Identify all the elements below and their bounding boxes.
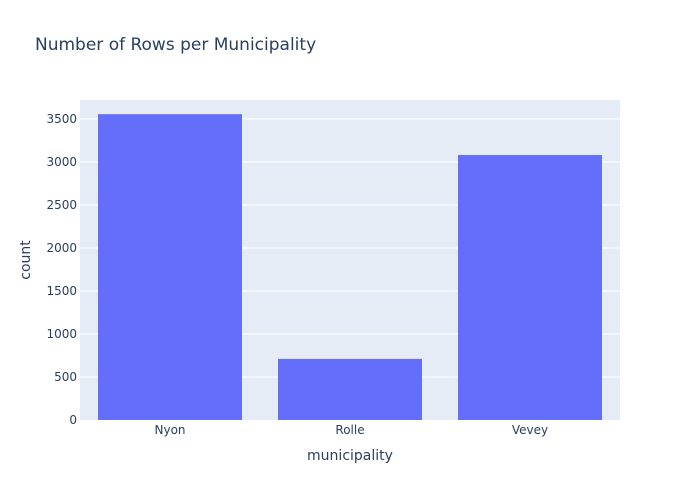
y-tick-label: 3000	[46, 155, 77, 169]
y-tick-label: 2000	[46, 241, 77, 255]
bar-nyon[interactable]	[98, 114, 242, 421]
x-tick-label: Rolle	[335, 423, 364, 437]
y-tick-label: 0	[69, 413, 77, 427]
bar-rolle[interactable]	[278, 358, 422, 420]
y-tick-label: 1500	[46, 284, 77, 298]
x-tick-label: Vevey	[512, 423, 548, 437]
y-tick-label: 3500	[46, 112, 77, 126]
x-tick-label: Nyon	[154, 423, 185, 437]
y-tick-label: 500	[54, 370, 77, 384]
y-tick-label: 2500	[46, 198, 77, 212]
x-axis-title: municipality	[307, 448, 393, 464]
y-axis-title: count	[18, 240, 34, 280]
bar-vevey[interactable]	[458, 155, 602, 420]
y-tick-label: 1000	[46, 327, 77, 341]
bars	[98, 114, 602, 421]
chart-title: Number of Rows per Municipality	[35, 35, 316, 55]
x-axis-ticks: Nyon Rolle Vevey	[154, 423, 548, 437]
y-axis-ticks: 0 500 1000 1500 2000 2500 3000 3500	[46, 112, 77, 427]
